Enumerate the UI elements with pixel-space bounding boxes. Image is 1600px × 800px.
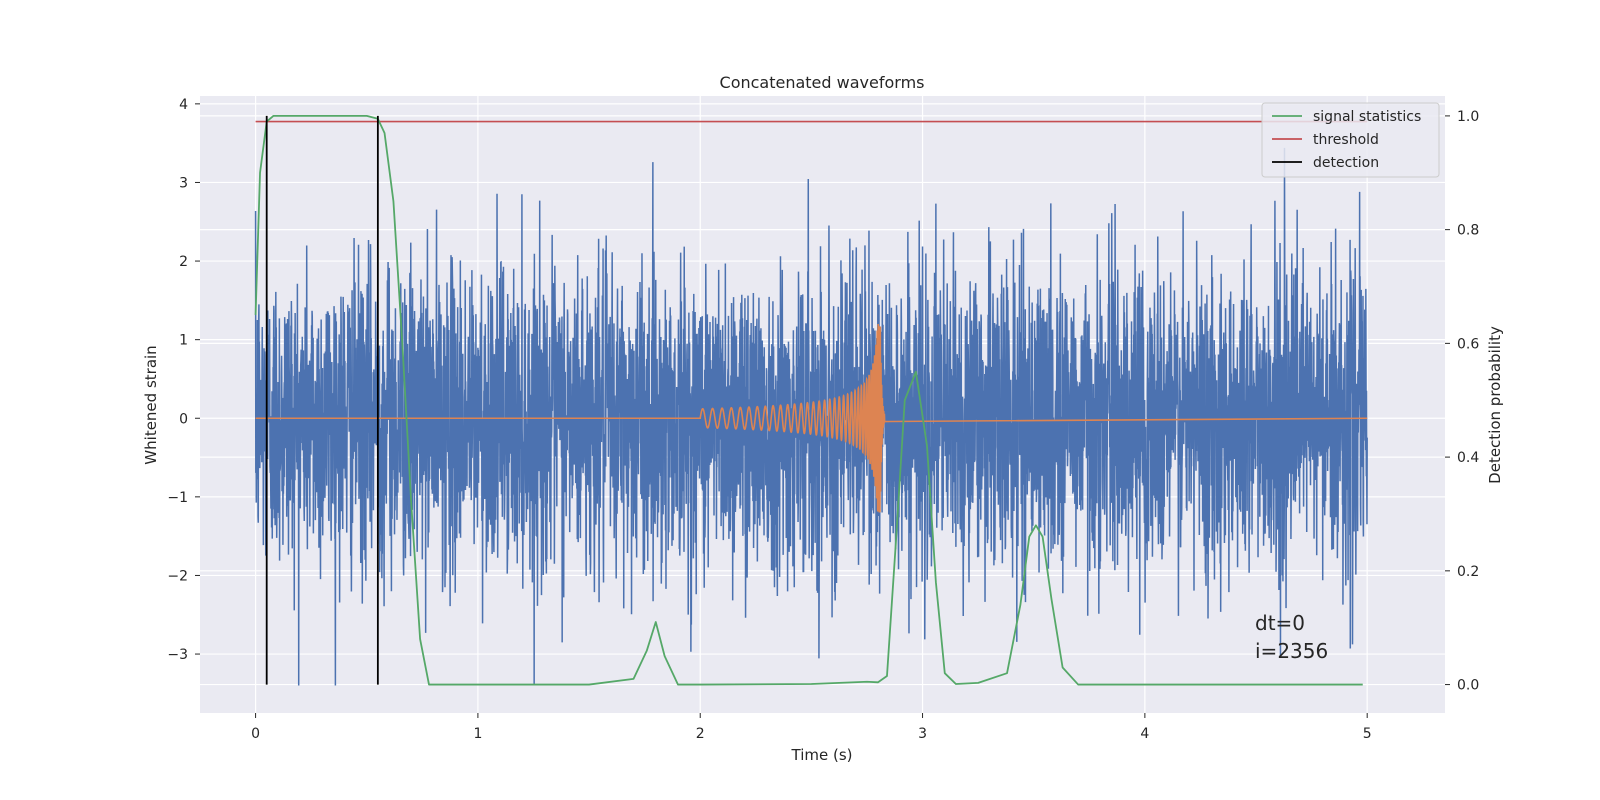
y2-tick-label: 0.4	[1457, 450, 1479, 466]
series-noise	[254, 147, 1368, 686]
annotation-index: i=2356	[1255, 639, 1328, 663]
x-tick-label: 0	[251, 726, 260, 742]
y-tick-label: −1	[167, 490, 188, 506]
y-tick-label: 4	[179, 97, 188, 113]
axes: 0 1 2 3 4 5 −3 −2 −1 0 1 2 3 4 0.0 0.2 0.4 0.6 0.8 1.0	[167, 97, 1479, 742]
series-signal-statistics	[254, 115, 1363, 686]
x-axis-label: Time (s)	[791, 746, 853, 764]
annotation-dt: dt=0	[1255, 611, 1305, 635]
y2-tick-label: 0.6	[1457, 336, 1479, 352]
y-tick-label: 1	[179, 333, 188, 349]
series-chirp	[255, 323, 1368, 513]
y2-tick-label: 0.0	[1457, 678, 1479, 694]
y-tick-label: 3	[179, 175, 188, 191]
y-tick-label: 2	[179, 254, 188, 270]
legend-label-signal-statistics: signal statistics	[1313, 109, 1421, 125]
x-tick-label: 5	[1363, 726, 1372, 742]
y2-tick-label: 0.2	[1457, 564, 1479, 580]
chart-title: Concatenated waveforms	[720, 73, 925, 92]
legend-label-threshold: threshold	[1313, 132, 1379, 148]
legend-box	[1261, 102, 1440, 178]
x-tick-label: 1	[473, 726, 482, 742]
y-tick-label: 0	[179, 411, 188, 427]
y2-tick-label: 0.8	[1457, 223, 1479, 239]
plot-area	[254, 115, 1368, 686]
y2-axis-label: Detection probability	[1486, 326, 1504, 484]
y-axis-label: Whitened strain	[142, 345, 160, 464]
legend-label-detection: detection	[1313, 155, 1379, 171]
legend: signal statistics threshold detection	[1261, 102, 1440, 178]
x-tick-label: 3	[918, 726, 927, 742]
y-tick-label: −2	[167, 568, 188, 584]
y2-tick-label: 1.0	[1457, 109, 1479, 125]
x-tick-label: 2	[696, 726, 705, 742]
y-tick-label: −3	[167, 647, 188, 663]
x-tick-label: 4	[1140, 726, 1149, 742]
